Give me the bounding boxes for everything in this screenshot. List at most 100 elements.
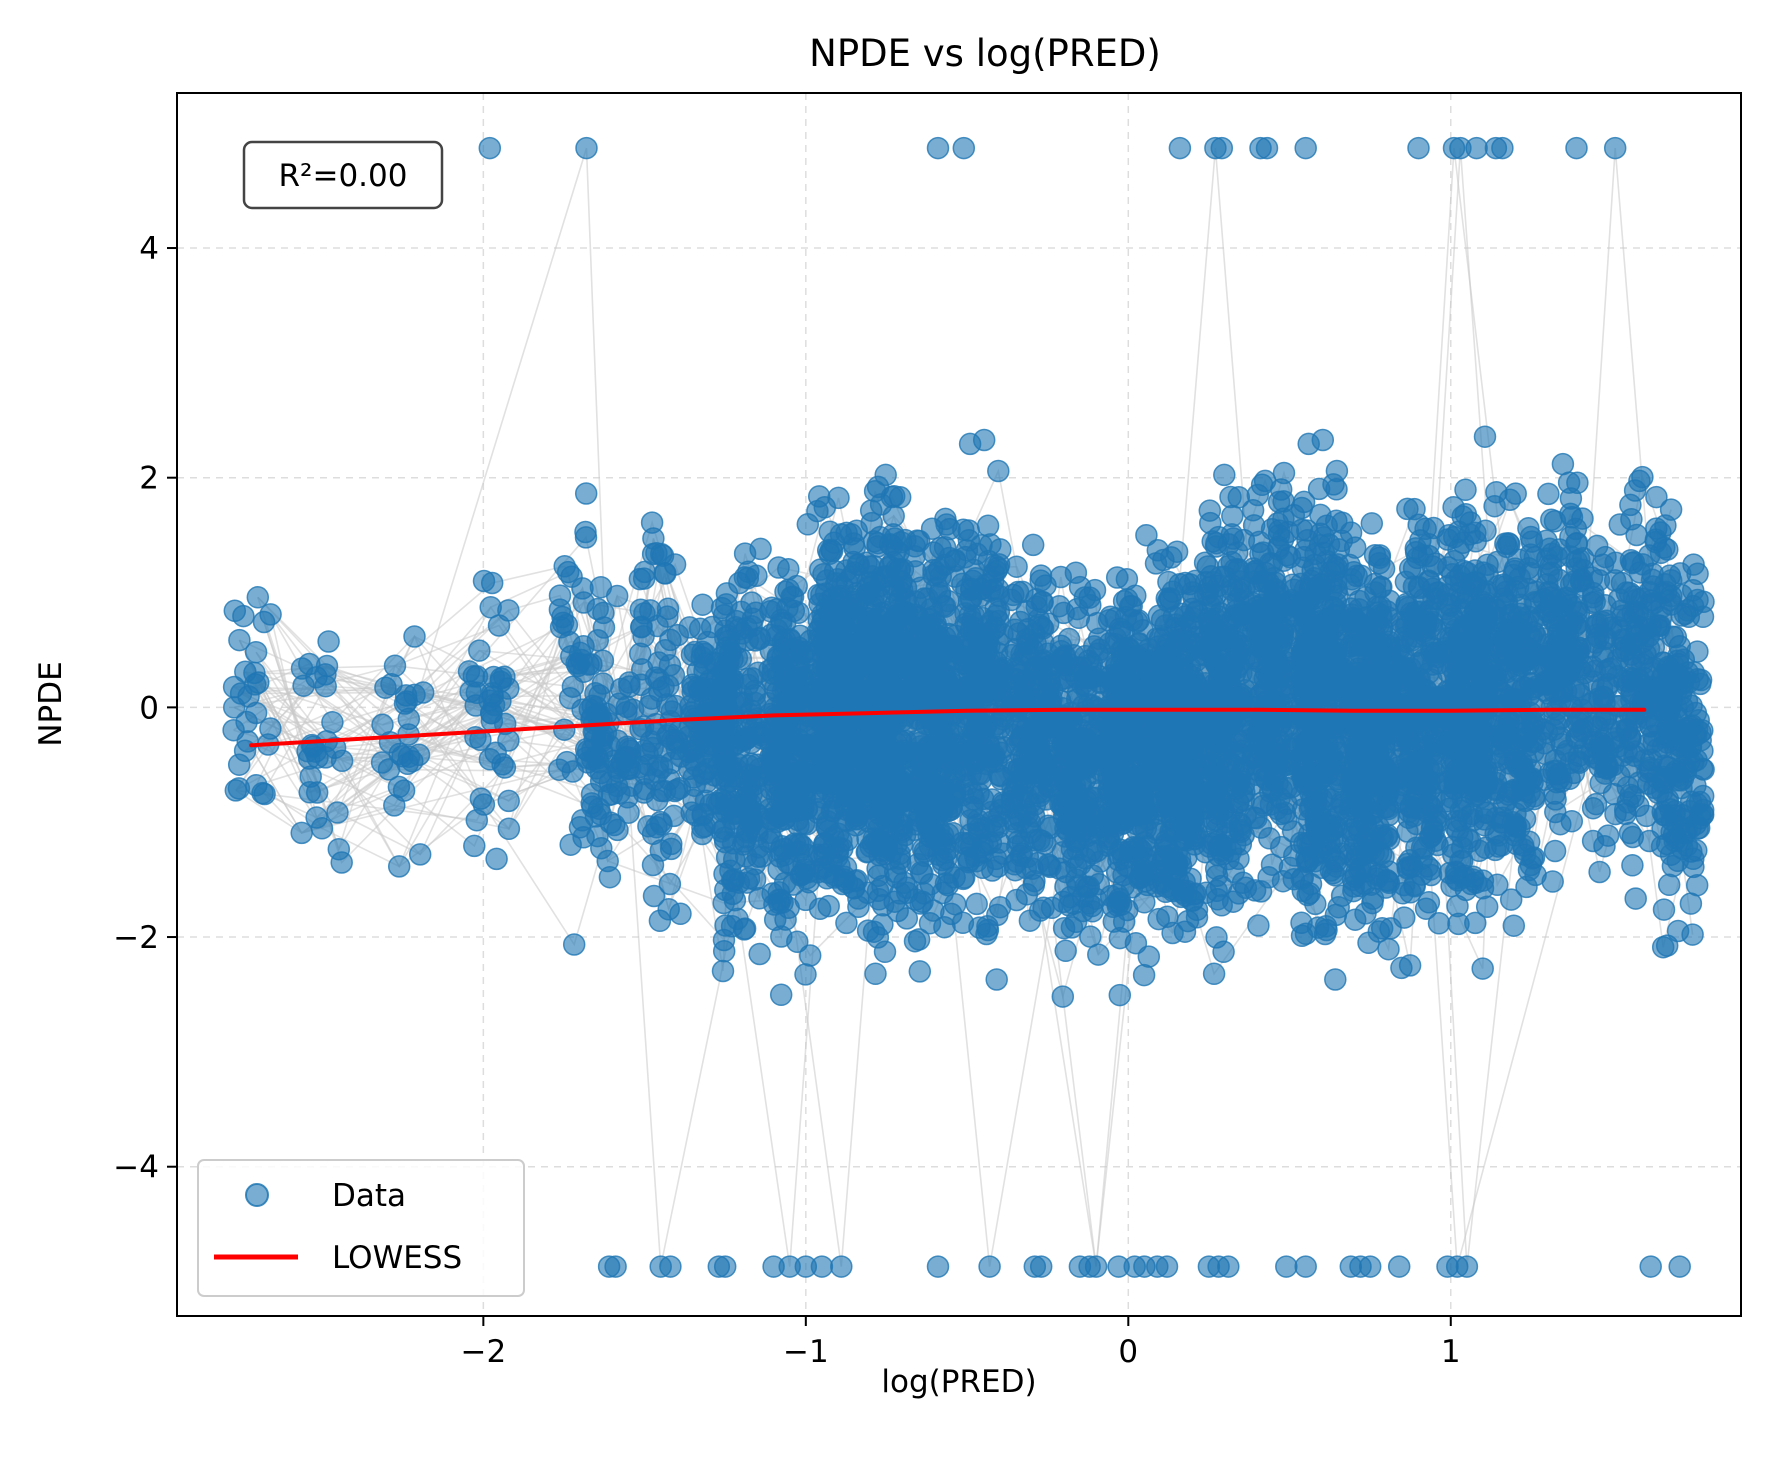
data-point — [403, 625, 426, 648]
data-point — [1108, 926, 1132, 950]
data-point — [629, 642, 652, 665]
data-point — [1009, 610, 1032, 634]
data-point — [854, 746, 877, 769]
data-point — [469, 787, 493, 810]
data-point — [711, 680, 734, 704]
data-point — [826, 768, 850, 792]
data-point — [1360, 512, 1384, 535]
data-point — [827, 486, 850, 510]
data-point — [656, 674, 680, 698]
data-point — [574, 482, 598, 505]
data-point — [595, 702, 618, 725]
data-point — [640, 687, 663, 710]
data-point — [572, 826, 595, 849]
data-point — [679, 740, 702, 763]
data-point — [298, 652, 321, 676]
data-point — [590, 727, 614, 751]
data-point — [1192, 708, 1216, 732]
data-point — [1202, 962, 1226, 986]
data-point — [1307, 640, 1330, 663]
data-point — [1064, 910, 1088, 934]
data-point — [721, 882, 744, 906]
data-point — [1058, 652, 1081, 676]
data-point — [556, 560, 580, 584]
data-point — [1298, 835, 1321, 858]
data-point — [1026, 851, 1050, 875]
data-point — [553, 718, 576, 741]
data-point — [1002, 583, 1025, 607]
data-point — [922, 558, 945, 582]
data-point — [1250, 617, 1274, 640]
data-point — [1145, 647, 1168, 671]
data-point — [1165, 790, 1189, 814]
data-point — [1009, 649, 1033, 673]
data-point — [383, 654, 407, 678]
data-point — [965, 892, 988, 916]
data-point — [590, 836, 613, 860]
data-point — [1312, 681, 1336, 704]
data-point — [961, 724, 985, 748]
data-point — [1096, 808, 1120, 832]
data-point — [321, 711, 344, 734]
data-point — [770, 717, 793, 740]
data-point — [1342, 879, 1365, 903]
data-point — [605, 584, 629, 608]
data-point — [317, 630, 340, 653]
data-point — [1273, 801, 1297, 825]
data-point — [1051, 985, 1075, 1008]
data-point — [411, 681, 435, 704]
data-point — [656, 597, 680, 621]
data-point — [497, 817, 521, 841]
data-point — [648, 909, 672, 933]
data-point — [1194, 663, 1217, 686]
data-point — [396, 752, 419, 776]
data-point — [227, 753, 251, 776]
data-point — [863, 706, 886, 730]
data-point — [591, 672, 615, 695]
data-point — [1145, 768, 1168, 791]
data-point — [555, 750, 579, 774]
data-point — [1377, 937, 1400, 961]
data-point — [1427, 912, 1451, 935]
data-point — [749, 537, 772, 561]
data-point — [659, 628, 682, 652]
data-point — [574, 520, 597, 544]
data-point — [1106, 883, 1129, 907]
data-point — [1054, 939, 1077, 963]
data-point — [1266, 512, 1290, 535]
data-point — [1294, 538, 1317, 562]
data-point — [931, 776, 955, 799]
data-point — [463, 834, 486, 858]
data-point — [1298, 797, 1322, 820]
data-point — [649, 839, 673, 862]
data-point — [858, 612, 882, 636]
data-point — [1112, 863, 1135, 887]
data-point — [955, 578, 978, 601]
data-point — [489, 670, 512, 693]
data-point — [1161, 921, 1184, 945]
data-point — [1324, 968, 1347, 991]
data-point — [987, 459, 1010, 483]
data-point — [1198, 623, 1221, 646]
data-point — [387, 855, 411, 878]
data-point — [831, 837, 854, 861]
data-point — [330, 851, 353, 874]
data-point — [370, 751, 394, 774]
data-point — [710, 767, 734, 791]
data-point — [690, 676, 713, 700]
data-point — [908, 750, 931, 774]
data-point — [959, 835, 983, 858]
data-point — [737, 754, 761, 777]
data-point — [839, 523, 863, 546]
data-point — [873, 565, 897, 588]
data-point — [1006, 835, 1029, 858]
data-point — [824, 638, 848, 661]
data-point — [743, 852, 767, 876]
data-point — [710, 820, 733, 843]
data-point — [1197, 835, 1221, 858]
data-point — [761, 656, 785, 679]
chart-title: NPDE vs log(PRED) — [809, 32, 1161, 75]
data-point — [726, 907, 749, 931]
data-point — [1290, 911, 1313, 935]
